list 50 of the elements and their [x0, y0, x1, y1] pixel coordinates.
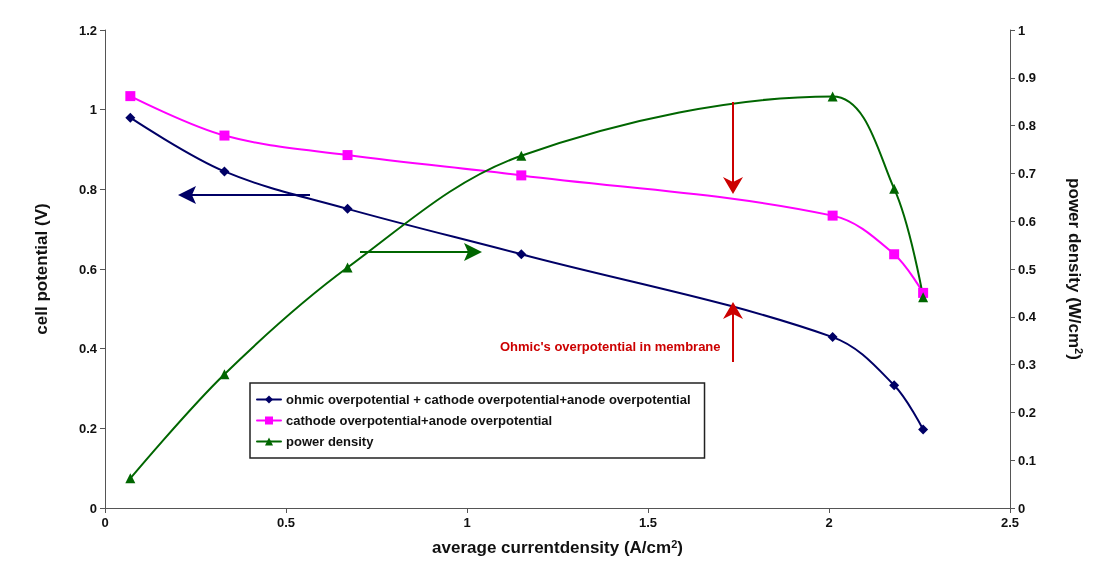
point	[125, 473, 136, 484]
point	[516, 150, 527, 161]
y2-axis-title: power density (W/cm2)	[1065, 178, 1085, 360]
y2-tick-label: 0.7	[1018, 165, 1037, 181]
point	[827, 91, 838, 102]
point	[827, 332, 838, 343]
point	[889, 183, 900, 194]
y2-tick-label: 0.1	[1018, 452, 1037, 468]
legend-label: ohmic overpotential + cathode overpotential+anode overpotential	[286, 392, 691, 407]
y2-tick-label: 1	[1018, 22, 1026, 38]
y-tick-label: 1.2	[78, 22, 97, 38]
x-tick-label: 0.5	[276, 515, 296, 530]
y2-tick-label: 0.2	[1018, 404, 1037, 420]
point	[889, 380, 900, 391]
x-tick-label: 0	[101, 515, 109, 530]
x-tick-label: 1.5	[638, 515, 658, 530]
y2-tick-label: 0.3	[1018, 357, 1037, 373]
y-tick-label: 0	[89, 500, 97, 516]
point	[516, 249, 527, 260]
x-tick-label: 1	[463, 515, 471, 530]
point	[889, 249, 900, 260]
x-tick-label: 2	[825, 515, 833, 530]
y-tick-label: 0.6	[78, 261, 97, 277]
point	[516, 170, 527, 181]
point	[219, 369, 230, 380]
point	[342, 262, 353, 273]
point	[219, 130, 230, 141]
legend-label: power density	[286, 434, 375, 449]
y-tick-label: 0.2	[78, 420, 97, 436]
point	[918, 424, 929, 435]
y2-tick-label: 0.9	[1018, 70, 1037, 86]
point	[219, 166, 230, 177]
y-axis-title: cell potential (V)	[32, 203, 51, 335]
point	[918, 292, 929, 303]
point	[342, 150, 353, 161]
y-tick-label: 0.4	[78, 341, 98, 357]
y2-tick-label: 0.6	[1018, 213, 1037, 229]
point	[827, 210, 838, 221]
y2-tick-label: 0.8	[1018, 118, 1037, 134]
y-tick-label: 1	[89, 102, 97, 118]
y2-tick-label: 0.5	[1018, 261, 1037, 277]
y2-tick-label: 0	[1018, 500, 1026, 516]
point	[342, 203, 353, 214]
point	[125, 112, 136, 123]
legend-label: cathode overpotential+anode overpotential	[286, 413, 553, 428]
y-tick-label: 0.8	[78, 181, 97, 197]
annotation: Ohmic's overpotential in membrane	[500, 339, 721, 354]
x-tick-label: 2.5	[1000, 515, 1020, 530]
point	[125, 91, 136, 102]
y2-tick-label: 0.4	[1018, 309, 1037, 325]
